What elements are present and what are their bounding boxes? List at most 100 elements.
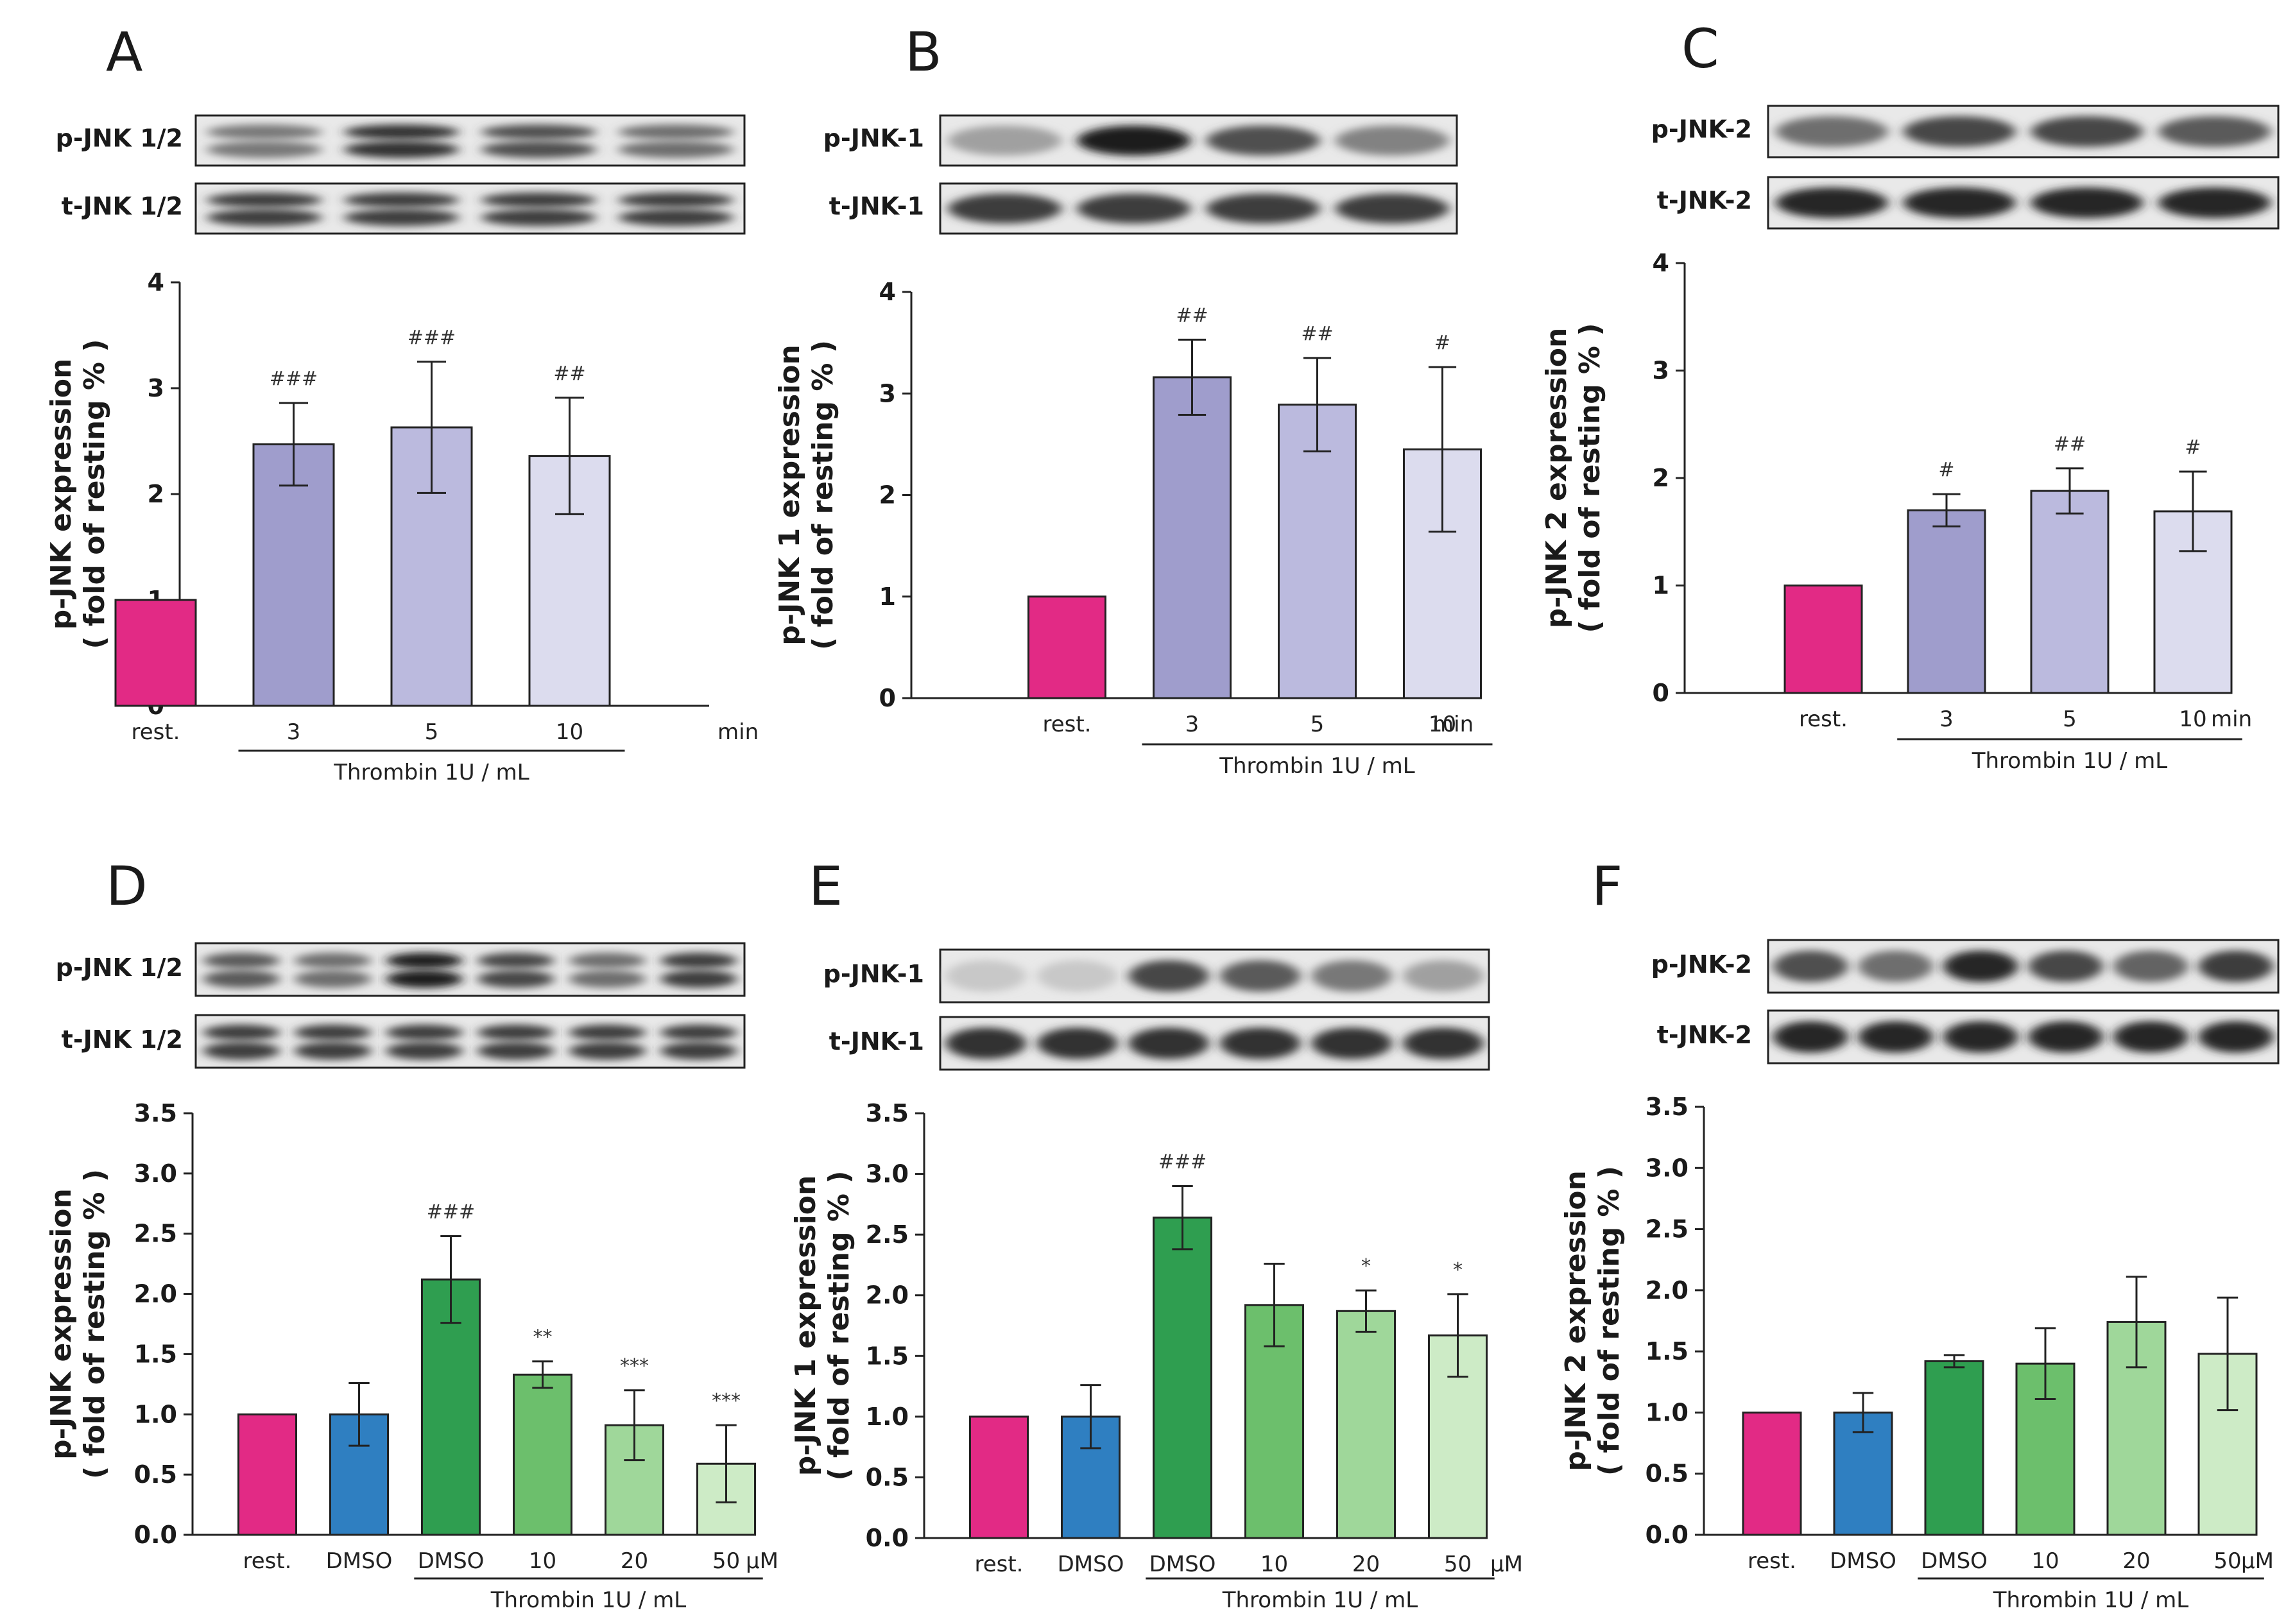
blot-band [203, 970, 280, 988]
significance-mark: * [1453, 1259, 1463, 1281]
blot-band [1311, 1027, 1392, 1059]
blot-band [1077, 125, 1191, 156]
y-tick-label: 3.0 [134, 1159, 177, 1188]
blot-band [2031, 116, 2144, 147]
blot-band [945, 1027, 1026, 1059]
blot-band [1037, 960, 1118, 992]
blot-band [343, 209, 460, 227]
blot-band [294, 1024, 372, 1041]
blot-band [1773, 1021, 1848, 1053]
blot-label: t-JNK-2 [1657, 187, 1752, 215]
bar [1278, 404, 1357, 699]
blot-band [660, 952, 737, 969]
group-label: Thrombin 1U / mL [1972, 748, 2168, 774]
y-tick-label: 3 [148, 374, 164, 402]
blot-band [207, 124, 322, 140]
y-tick-label: 4 [879, 278, 896, 306]
blot-bands [207, 124, 734, 158]
y-tick-label: 0.5 [866, 1463, 909, 1491]
y-tick-label: 2.0 [1646, 1276, 1689, 1304]
bar [1336, 1310, 1396, 1539]
y-tick-label: 0.0 [866, 1524, 909, 1552]
blot-band [1220, 960, 1301, 992]
y-tick-label: 0.5 [1646, 1460, 1689, 1488]
y-tick-label: 2.5 [1646, 1215, 1689, 1244]
bar [2030, 490, 2110, 694]
y-tick-label: 2.0 [134, 1280, 177, 1308]
y-axis-label-line2: ( fold of resting % ) [1593, 1166, 1626, 1476]
blot-band [1903, 187, 2016, 218]
significance-mark: ## [2054, 433, 2086, 456]
x-tick-label: 10 [529, 1548, 556, 1574]
blot-bands [948, 193, 1449, 224]
x-tick-label: 50 [712, 1548, 740, 1574]
blot-frame [194, 1014, 746, 1069]
blot-strip [939, 114, 1458, 167]
blot-band [1206, 125, 1320, 156]
bar [1742, 1411, 1802, 1536]
y-tick-label: 0.0 [134, 1521, 177, 1549]
blot-band [386, 1041, 463, 1060]
blot-band [569, 952, 646, 969]
x-tick-label: 5 [1311, 712, 1325, 737]
blot-band [660, 970, 737, 988]
blot-band [1037, 1027, 1118, 1059]
blot-band [2198, 1021, 2274, 1053]
blot-band [343, 192, 460, 208]
x-tick-label: rest. [974, 1551, 1023, 1577]
y-axis-label-line1: p-JNK 1 expression [789, 1175, 822, 1476]
y-tick-label: 3.0 [1646, 1154, 1689, 1182]
y-axis-title: p-JNK expression( fold of resting % ) [45, 339, 111, 649]
panel-f: Fp-JNK-2 t-JNK-2 0.0 0.5 1.0 1.5 2.0 2.5 3.0 3.5 p… [1560, 855, 2280, 1613]
blot-band [569, 1024, 646, 1041]
x-tick-label: 50 [2213, 1548, 2241, 1574]
blot-band [569, 970, 646, 988]
y-tick-label: 3 [1653, 357, 1669, 385]
y-tick-label: 2 [1653, 464, 1669, 492]
blot-band [569, 1041, 646, 1060]
blot-band [1077, 193, 1191, 224]
blot-band [618, 209, 734, 227]
blot-strip [194, 182, 746, 235]
bar [237, 1413, 297, 1536]
y-tick-label: 3 [879, 379, 896, 407]
significance-mark: ### [427, 1201, 475, 1223]
x-tick-label: 20 [621, 1548, 648, 1574]
blot-label: t-JNK-1 [829, 1027, 924, 1056]
x-unit-label: min [1432, 712, 1474, 737]
significance-mark: # [1938, 459, 1954, 481]
significance-mark: ## [1176, 304, 1208, 327]
y-tick-label: 1.0 [134, 1400, 177, 1428]
y-axis-label-line1: p-JNK expression [45, 1188, 78, 1460]
x-tick-label: 10 [1260, 1551, 1288, 1577]
blot-label: t-JNK-2 [1657, 1021, 1752, 1049]
y-tick-label: 0 [879, 684, 896, 712]
group-label: Thrombin 1U / mL [1222, 1587, 1418, 1613]
bar [252, 443, 335, 707]
x-tick-label: DMSO [1921, 1548, 1988, 1574]
blot-band [481, 209, 597, 227]
blot-band [1335, 125, 1449, 156]
panel-letter: C [1681, 17, 1719, 80]
blot-band [2113, 950, 2188, 982]
blot-band [294, 952, 372, 969]
blot-band [660, 1041, 737, 1060]
blot-band [481, 124, 597, 140]
blot-band [618, 124, 734, 140]
blot-bands [207, 192, 734, 227]
group-label: Thrombin 1U / mL [1219, 753, 1415, 779]
panel-letter: A [106, 21, 142, 83]
y-axis-title: p-JNK 2 expression( fold of resting % ) [1560, 1166, 1626, 1476]
blot-band [294, 1041, 372, 1060]
group-label: Thrombin 1U / mL [490, 1587, 687, 1613]
x-unit-label: μM [746, 1548, 778, 1574]
x-tick-label: DMSO [1149, 1551, 1216, 1577]
significance-mark: *** [620, 1355, 649, 1378]
x-tick-label: 3 [1185, 712, 1199, 737]
y-tick-label: 3.5 [134, 1099, 177, 1127]
x-tick-label: 20 [2122, 1548, 2150, 1574]
x-unit-label: μM [2241, 1548, 2274, 1574]
blot-label: p-JNK-2 [1651, 950, 1752, 979]
blot-strip [1767, 939, 2280, 994]
blot-strip [1767, 1009, 2280, 1064]
